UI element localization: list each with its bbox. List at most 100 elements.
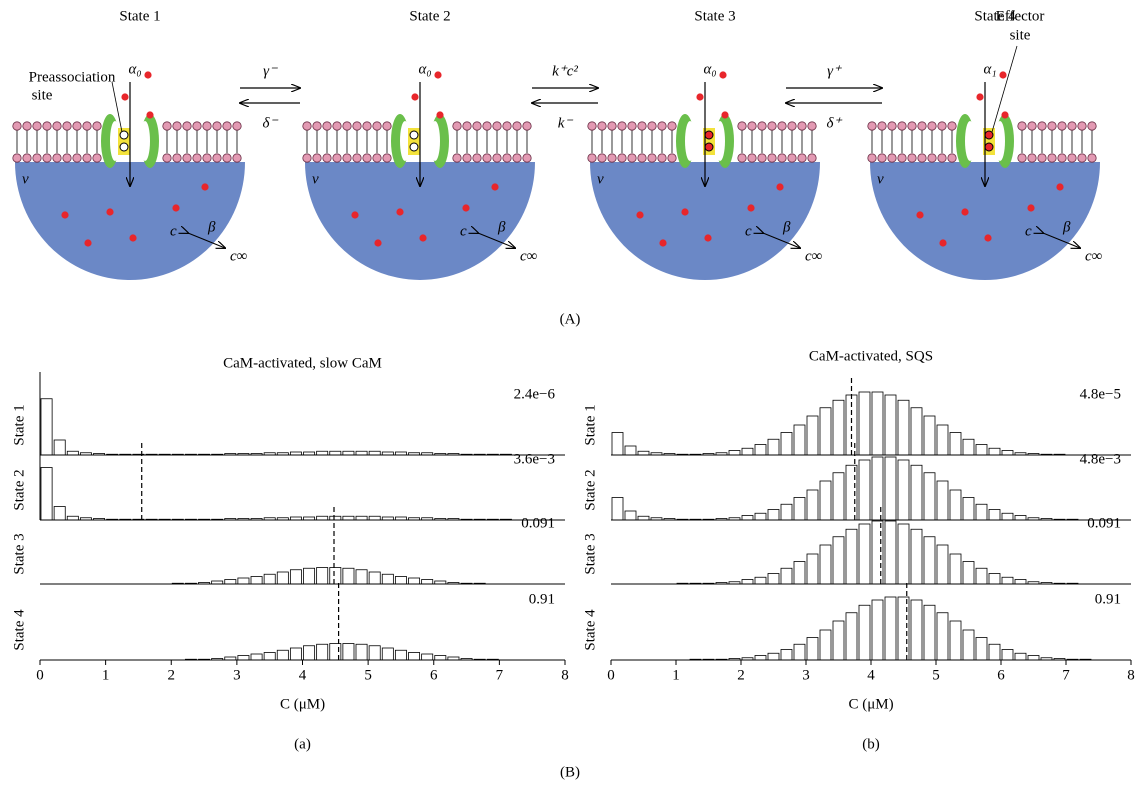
lipid-head <box>522 153 532 163</box>
bar <box>66 450 79 456</box>
x-tick-label: 1 <box>102 667 110 683</box>
bar <box>949 432 962 456</box>
ion <box>636 211 644 219</box>
state-title: State 1 <box>119 8 160 24</box>
lipid-head <box>667 121 677 131</box>
ion <box>961 208 969 216</box>
bar <box>832 472 845 521</box>
lipid-head <box>312 153 322 163</box>
bar <box>832 620 845 661</box>
bar <box>394 649 407 661</box>
lipid-head <box>62 153 72 163</box>
lipid-head <box>927 121 937 131</box>
lipid-head <box>737 153 747 163</box>
lipid-head <box>192 153 202 163</box>
cytosol <box>870 162 1100 280</box>
lipid-head <box>607 153 617 163</box>
callout <box>111 81 123 133</box>
ion <box>776 183 784 191</box>
x-tick-label: 3 <box>802 667 810 683</box>
volume-label: ν <box>877 171 884 187</box>
row-value: 0.091 <box>521 515 555 531</box>
ion <box>721 111 729 119</box>
bar <box>923 472 936 521</box>
bar <box>289 647 302 661</box>
bar <box>832 399 845 456</box>
lipid-head <box>927 153 937 163</box>
bar <box>962 438 975 456</box>
callout <box>991 45 1018 133</box>
bar <box>923 604 936 661</box>
bar <box>962 629 975 661</box>
lipid-head <box>82 153 92 163</box>
bar <box>741 515 754 521</box>
lipid-head <box>787 153 797 163</box>
bulk-label: c∞ <box>520 248 538 264</box>
rate-label: δ⁺ <box>827 115 843 131</box>
ion <box>999 71 1007 79</box>
bar <box>819 407 832 456</box>
bar <box>793 643 806 661</box>
lipid-head <box>322 121 332 131</box>
bar <box>975 637 988 661</box>
state-title: State 2 <box>409 8 450 24</box>
lipid-head <box>1027 121 1037 131</box>
lipid-head <box>877 121 887 131</box>
lipid-head <box>907 121 917 131</box>
bar <box>1001 649 1014 661</box>
panel-title: CaM-activated, slow CaM <box>223 355 382 371</box>
lipid-head <box>522 121 532 131</box>
bar <box>408 577 421 585</box>
lipid-head <box>482 153 492 163</box>
bar <box>329 567 342 585</box>
lipid-head <box>617 121 627 131</box>
ion <box>939 239 947 247</box>
row-label: State 4 <box>11 609 27 651</box>
lipid-head <box>917 121 927 131</box>
bar <box>263 573 276 585</box>
lipid-head <box>947 153 957 163</box>
bar <box>923 415 936 456</box>
ion <box>491 183 499 191</box>
lipid-head <box>617 153 627 163</box>
ion <box>747 204 755 212</box>
lipid-head <box>747 121 757 131</box>
bar <box>754 512 767 521</box>
row-value: 3.6e−3 <box>514 451 555 467</box>
bar <box>988 509 1001 521</box>
lipid-head <box>182 121 192 131</box>
ion <box>61 211 69 219</box>
calcium-ion <box>704 130 714 140</box>
lipid-head <box>202 121 212 131</box>
bar <box>936 424 949 456</box>
bar <box>276 649 289 661</box>
bar <box>884 520 897 585</box>
bar <box>1014 579 1027 585</box>
x-tick-label: 2 <box>168 667 176 683</box>
x-axis-label: C (μM) <box>848 696 893 712</box>
bar <box>342 567 355 585</box>
x-tick-label: 5 <box>932 667 940 683</box>
bar <box>624 510 637 521</box>
bar <box>806 637 819 661</box>
bar <box>832 536 845 585</box>
lipid-head <box>937 153 947 163</box>
lipid-head <box>462 153 472 163</box>
bar <box>368 571 381 585</box>
bar <box>1001 450 1014 456</box>
lipid-head <box>1037 153 1047 163</box>
bar <box>793 561 806 585</box>
bar <box>394 576 407 585</box>
ion <box>201 183 209 191</box>
bulk-label: c∞ <box>230 248 248 264</box>
lipid-head <box>597 121 607 131</box>
lipid-head <box>362 153 372 163</box>
bar <box>408 652 421 661</box>
x-tick-label: 6 <box>997 667 1005 683</box>
bar <box>66 515 79 521</box>
concentration-label: c <box>1025 223 1032 239</box>
ion <box>434 71 442 79</box>
site-label: Effector <box>996 8 1045 24</box>
lipid-head <box>42 121 52 131</box>
lipid-head <box>897 153 907 163</box>
